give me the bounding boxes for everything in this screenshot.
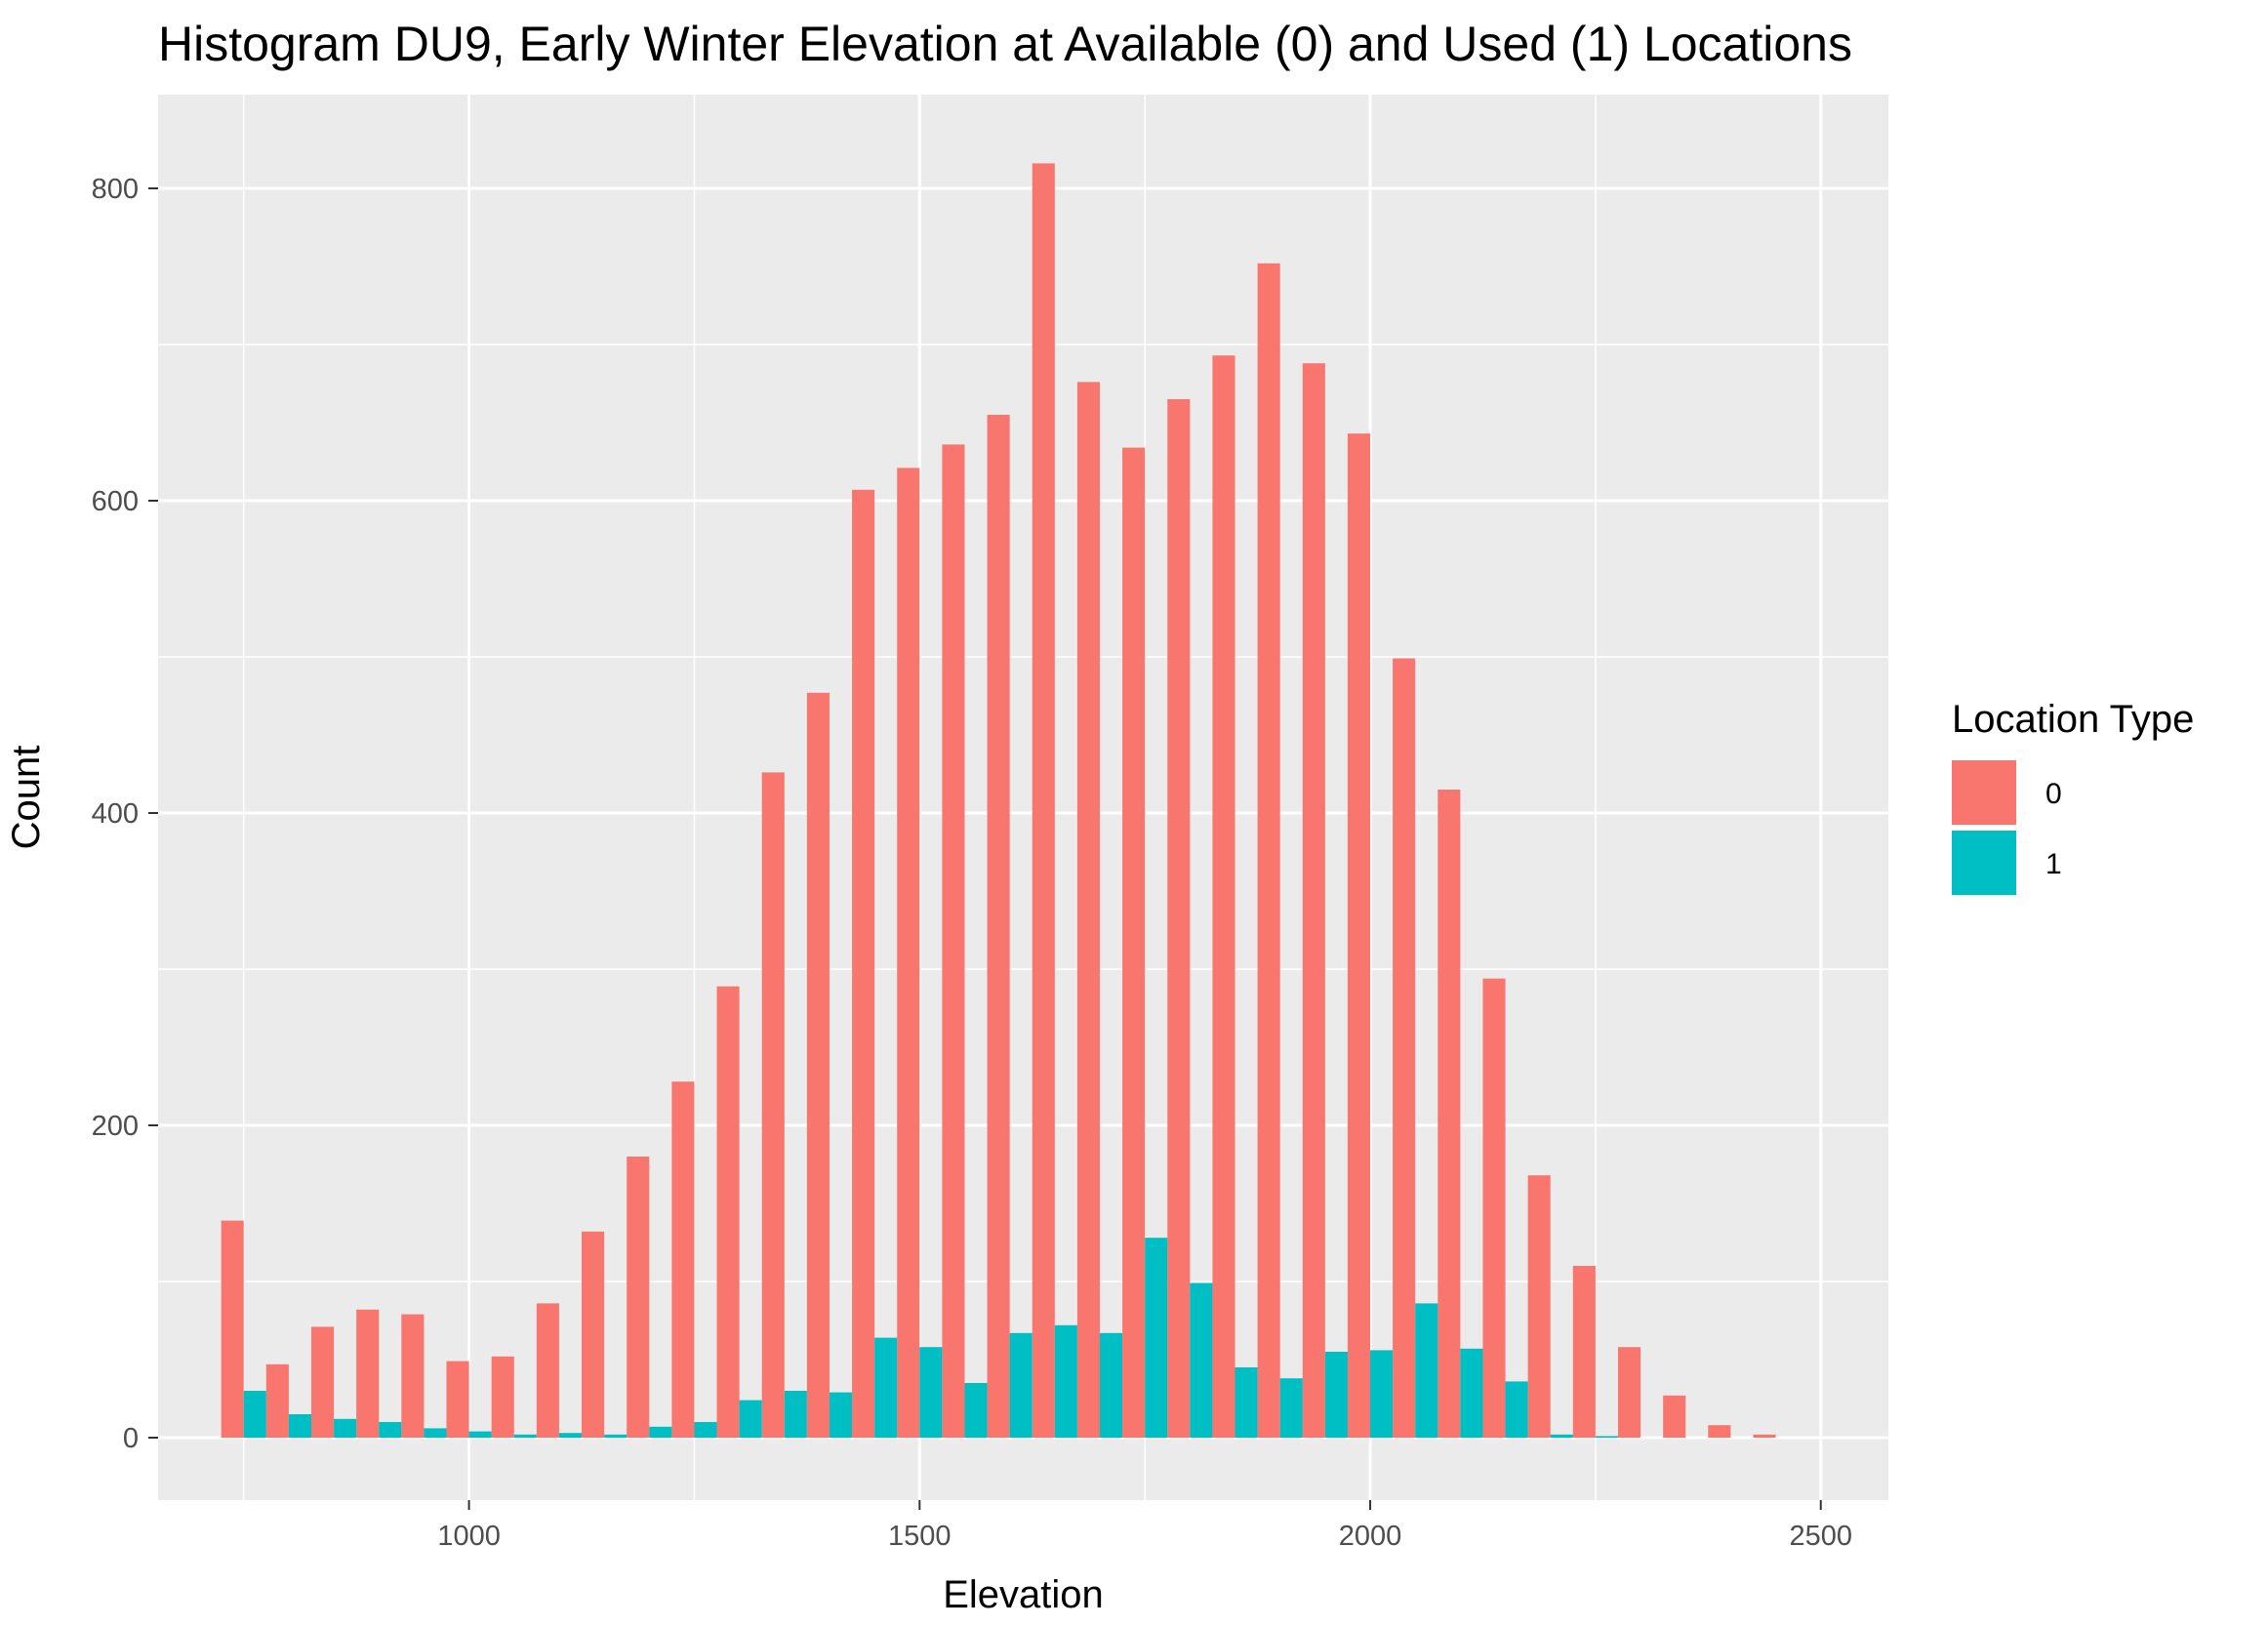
x-axis: 1000 1500 2000 2500 — [437, 1500, 1852, 1552]
bar-series-0-bin-1000 — [446, 1361, 469, 1438]
bar-series-1-bin-750 — [243, 1391, 266, 1438]
bar-series-1-bin-1950 — [1324, 1352, 1348, 1438]
bar-series-1-bin-1700 — [1099, 1332, 1123, 1438]
bar-series-0-bin-2050 — [1393, 658, 1416, 1438]
plot-panel — [158, 95, 1888, 1500]
bar-series-0-bin-2150 — [1482, 978, 1506, 1438]
bar-series-0-bin-1150 — [582, 1231, 605, 1438]
bar-series-0-bin-1550 — [942, 444, 965, 1438]
bar-series-1-bin-1350 — [784, 1391, 807, 1438]
x-tick-label: 2000 — [1339, 1521, 1402, 1552]
bar-series-1-bin-2000 — [1370, 1350, 1394, 1438]
bar-series-1-bin-800 — [288, 1414, 311, 1438]
bar-series-1-bin-1100 — [558, 1433, 583, 1438]
bar-series-0-bin-1500 — [897, 468, 920, 1438]
y-tick-label: 600 — [92, 486, 139, 517]
bar-series-1-bin-1850 — [1235, 1367, 1258, 1438]
bar-series-0-bin-1350 — [761, 772, 785, 1438]
bar-series-0-bin-1400 — [806, 692, 830, 1438]
bar-series-0-bin-1450 — [852, 489, 875, 1438]
bar-series-0-bin-1250 — [671, 1081, 695, 1438]
y-tick-label: 400 — [92, 798, 139, 830]
x-axis-label: Elevation — [943, 1573, 1104, 1616]
bar-series-0-bin-1700 — [1076, 382, 1100, 1438]
bar-series-0-bin-850 — [310, 1326, 335, 1438]
bar-series-0-bin-1800 — [1167, 399, 1191, 1438]
chart-title: Histogram DU9, Early Winter Elevation at… — [158, 17, 1852, 71]
bar-series-1-bin-950 — [424, 1428, 447, 1438]
legend-key-0 — [1952, 760, 2016, 825]
x-tick-label: 1000 — [437, 1521, 501, 1552]
bar-series-1-bin-1150 — [604, 1434, 628, 1438]
bar-series-0-bin-750 — [221, 1220, 244, 1438]
bar-series-0-bin-2100 — [1438, 790, 1461, 1438]
bar-series-0-bin-2350 — [1663, 1395, 1686, 1438]
bar-series-1-bin-1000 — [468, 1431, 492, 1438]
bar-series-1-bin-900 — [379, 1422, 402, 1438]
bar-series-1-bin-1500 — [919, 1347, 943, 1438]
bar-series-1-bin-1600 — [1009, 1332, 1033, 1438]
bar-series-1-bin-1900 — [1279, 1378, 1303, 1438]
bar-series-0-bin-1750 — [1122, 447, 1146, 1439]
bars — [221, 163, 1776, 1439]
bar-series-1-bin-1400 — [829, 1392, 853, 1438]
bar-series-1-bin-1300 — [739, 1400, 762, 1438]
bar-series-1-bin-2200 — [1550, 1434, 1573, 1438]
bar-series-0-bin-2400 — [1708, 1425, 1731, 1438]
legend-key-1 — [1952, 831, 2016, 895]
bar-series-1-bin-1200 — [649, 1426, 672, 1438]
bar-series-0-bin-1600 — [987, 415, 1010, 1438]
bar-series-0-bin-1650 — [1032, 163, 1055, 1438]
bar-series-1-bin-2150 — [1505, 1381, 1528, 1438]
bar-series-1-bin-1250 — [694, 1422, 717, 1438]
y-tick-label: 0 — [123, 1423, 139, 1454]
bar-series-0-bin-900 — [356, 1309, 380, 1438]
legend-label-0: 0 — [2045, 778, 2062, 810]
bar-series-0-bin-2000 — [1347, 433, 1371, 1439]
bar-series-1-bin-2050 — [1415, 1303, 1438, 1438]
y-axis: 0 200 400 600 800 — [92, 174, 158, 1454]
bar-series-0-bin-1950 — [1302, 363, 1325, 1439]
bar-series-1-bin-2250 — [1595, 1436, 1618, 1438]
bar-series-1-bin-2100 — [1460, 1348, 1483, 1438]
bar-series-0-bin-2300 — [1617, 1347, 1641, 1438]
bar-series-0-bin-2450 — [1753, 1434, 1776, 1438]
x-tick-label: 1500 — [888, 1521, 952, 1552]
y-tick-label: 800 — [92, 174, 139, 205]
y-axis-label: Count — [5, 746, 48, 850]
bar-series-0-bin-1200 — [627, 1157, 650, 1438]
legend-label-1: 1 — [2045, 848, 2062, 880]
bar-series-0-bin-800 — [265, 1363, 289, 1438]
bar-series-0-bin-1300 — [716, 986, 740, 1438]
bar-series-0-bin-1100 — [536, 1303, 559, 1438]
bar-series-1-bin-1650 — [1054, 1324, 1077, 1438]
bar-series-0-bin-950 — [401, 1314, 425, 1438]
bar-series-0-bin-2250 — [1572, 1266, 1596, 1438]
bar-series-1-bin-1050 — [513, 1434, 537, 1438]
bar-series-0-bin-1900 — [1257, 263, 1280, 1438]
bar-series-1-bin-1550 — [964, 1383, 988, 1438]
bar-series-0-bin-1850 — [1212, 355, 1235, 1439]
x-tick-label: 2500 — [1789, 1521, 1852, 1552]
y-tick-label: 200 — [92, 1111, 139, 1142]
bar-series-1-bin-1450 — [874, 1337, 898, 1438]
bar-series-1-bin-1800 — [1190, 1282, 1213, 1438]
bar-series-1-bin-850 — [334, 1418, 357, 1438]
legend: Location Type 0 1 — [1952, 698, 2194, 895]
bar-series-0-bin-1050 — [491, 1356, 514, 1438]
legend-title: Location Type — [1952, 698, 2194, 741]
bar-series-1-bin-1750 — [1145, 1238, 1168, 1438]
bar-series-0-bin-2200 — [1527, 1175, 1551, 1438]
